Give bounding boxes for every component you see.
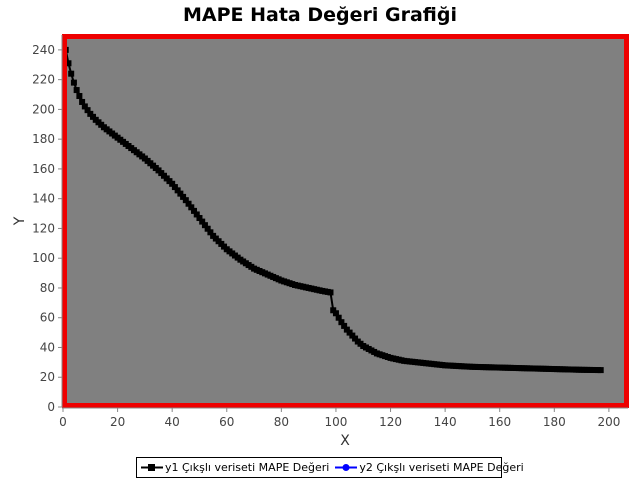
plot-area (63, 35, 628, 407)
x-tick-label: 40 (165, 415, 180, 429)
x-tick-label: 0 (59, 415, 67, 429)
data-point-marker (335, 314, 342, 321)
y-tick-label: 80 (40, 281, 55, 295)
data-point-marker (79, 98, 86, 105)
x-tick-label: 80 (274, 415, 289, 429)
legend-label-y1: y1 Çıkşlı veriseti MAPE Değeri (165, 461, 330, 474)
data-point-marker (196, 215, 203, 222)
x-axis-ticks: 0 20 40 60 80 100 120 140 160 180 200 (59, 408, 620, 429)
legend-swatch-circle-icon (335, 464, 358, 471)
chart-legend: y1 Çıkşlı veriseti MAPE Değeri y2 Çıkşlı… (136, 457, 524, 478)
data-point-marker (76, 93, 83, 100)
series-layer (62, 46, 604, 374)
data-point-marker (193, 211, 200, 218)
data-point-marker (204, 225, 211, 232)
x-tick-label: 200 (597, 415, 620, 429)
y-tick-label: 0 (47, 400, 55, 414)
data-point-marker (81, 103, 88, 110)
y-tick-label: 200 (32, 102, 55, 116)
data-point-marker (207, 229, 214, 236)
x-tick-label: 120 (379, 415, 402, 429)
x-tick-label: 160 (488, 415, 511, 429)
data-point-marker (597, 367, 604, 374)
y-tick-label: 180 (32, 132, 55, 146)
x-tick-label: 60 (219, 415, 234, 429)
x-tick-label: 140 (434, 415, 457, 429)
legend-swatch-square-icon (141, 464, 163, 471)
y-tick-label: 100 (32, 251, 55, 265)
data-point-marker (180, 193, 187, 200)
y-tick-label: 220 (32, 73, 55, 87)
y-tick-label: 120 (32, 221, 55, 235)
y-tick-label: 160 (32, 162, 55, 176)
data-point-marker (70, 79, 77, 86)
data-point-marker (332, 310, 339, 317)
data-point-marker (171, 184, 178, 191)
data-point-marker (84, 107, 91, 114)
data-point-marker (182, 197, 189, 204)
x-tick-label: 20 (110, 415, 125, 429)
data-point-marker (191, 207, 198, 214)
data-point-marker (199, 218, 206, 225)
legend-item-y2: y2 Çıkşlı veriseti MAPE Değeri (335, 461, 524, 474)
legend-label-y2: y2 Çıkşlı veriseti MAPE Değeri (359, 461, 524, 474)
x-tick-label: 180 (543, 415, 566, 429)
data-point-marker (338, 319, 345, 326)
data-point-marker (68, 70, 75, 77)
chart-title: MAPE Hata Değeri Grafiği (183, 4, 457, 26)
data-point-marker (174, 187, 181, 194)
data-point-marker (169, 180, 176, 187)
y-axis-title: Y (12, 216, 28, 226)
plot-border (62, 34, 629, 408)
data-point-marker (201, 222, 208, 229)
legend-item-y1: y1 Çıkşlı veriseti MAPE Değeri (141, 461, 329, 474)
data-point-marker (188, 204, 195, 211)
y-tick-label: 140 (32, 192, 55, 206)
y-tick-label: 240 (32, 43, 55, 57)
series-1 (62, 46, 604, 374)
data-point-marker (65, 60, 72, 67)
y-tick-label: 60 (40, 311, 55, 325)
y-axis-ticks: 0 20 40 60 80 100 120 140 160 180 200 220 240 (32, 43, 62, 414)
data-point-marker (341, 322, 348, 329)
data-point-marker (177, 190, 184, 197)
y-tick-label: 40 (40, 340, 55, 354)
y-tick-label: 20 (40, 370, 55, 384)
x-axis-title: X (340, 433, 350, 449)
x-tick-label: 100 (324, 415, 347, 429)
data-point-marker (185, 200, 192, 207)
data-point-marker (327, 289, 334, 296)
data-point-marker (73, 87, 80, 94)
